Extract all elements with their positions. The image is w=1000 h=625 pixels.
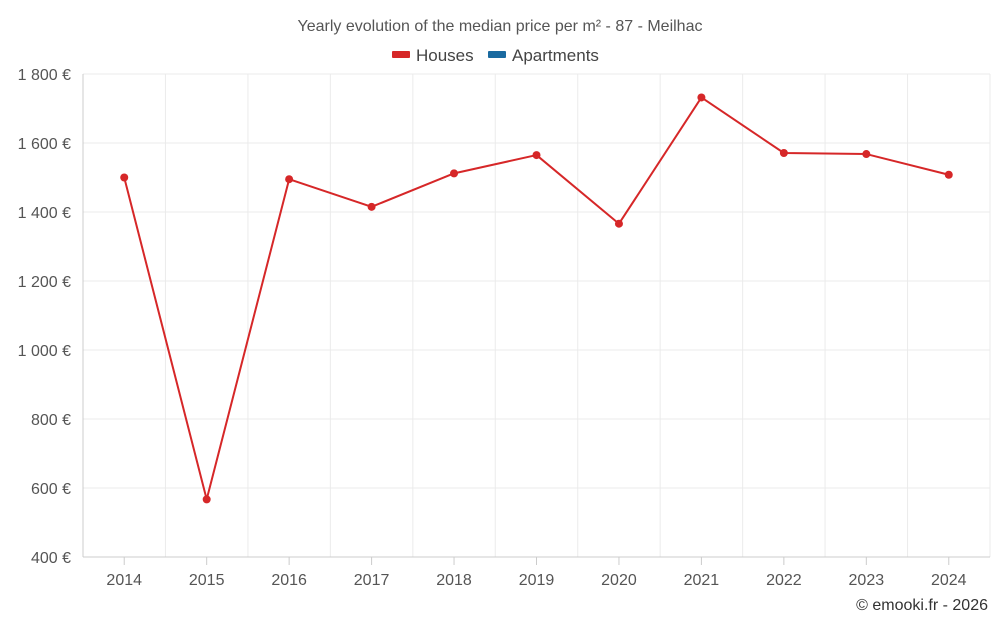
legend-item-apartments[interactable]: Apartments xyxy=(488,46,599,65)
y-tick-label: 1 000 € xyxy=(18,343,71,360)
x-tick-label: 2018 xyxy=(436,572,472,589)
x-tick-label: 2014 xyxy=(106,572,142,589)
legend-swatch-apartments xyxy=(488,51,506,58)
legend-label-apartments: Apartments xyxy=(512,46,599,65)
data-point-houses[interactable] xyxy=(202,495,211,504)
data-point-houses[interactable] xyxy=(285,175,294,184)
legend-swatch-houses xyxy=(392,51,410,58)
y-tick-label: 1 200 € xyxy=(18,274,71,291)
credit: © emooki.fr - 2026 xyxy=(856,597,988,614)
x-tick-label: 2023 xyxy=(849,572,885,589)
x-tick-label: 2022 xyxy=(766,572,802,589)
data-point-houses[interactable] xyxy=(532,151,541,160)
y-tick-label: 800 € xyxy=(31,412,71,429)
data-point-houses[interactable] xyxy=(450,169,459,178)
x-tick-label: 2020 xyxy=(601,572,637,589)
data-point-houses[interactable] xyxy=(944,170,953,179)
x-tick-label: 2016 xyxy=(271,572,307,589)
data-point-houses[interactable] xyxy=(697,93,706,102)
chart-title: Yearly evolution of the median price per… xyxy=(298,18,703,35)
x-tick-label: 2017 xyxy=(354,572,390,589)
data-point-houses[interactable] xyxy=(367,202,376,211)
y-tick-label: 1 600 € xyxy=(18,136,71,153)
x-tick-label: 2015 xyxy=(189,572,225,589)
data-point-houses[interactable] xyxy=(862,150,871,159)
y-tick-label: 400 € xyxy=(31,550,71,567)
x-tick-label: 2021 xyxy=(684,572,720,589)
grid xyxy=(82,73,991,557)
x-tick-label: 2019 xyxy=(519,572,555,589)
legend: Houses Apartments xyxy=(392,46,599,65)
y-tick-label: 1 400 € xyxy=(18,205,71,222)
axes: 400 € 600 € 800 € 1 000 € 1 200 € 1 400 € 1 60… xyxy=(18,67,990,589)
series xyxy=(120,93,953,504)
legend-label-houses: Houses xyxy=(416,46,474,65)
data-point-houses[interactable] xyxy=(779,149,788,158)
data-point-houses[interactable] xyxy=(614,219,623,228)
data-point-houses[interactable] xyxy=(120,173,129,182)
y-tick-label: 600 € xyxy=(31,481,71,498)
y-tick-label: 1 800 € xyxy=(18,67,71,84)
legend-item-houses[interactable]: Houses xyxy=(392,46,474,65)
x-tick-label: 2024 xyxy=(931,572,967,589)
